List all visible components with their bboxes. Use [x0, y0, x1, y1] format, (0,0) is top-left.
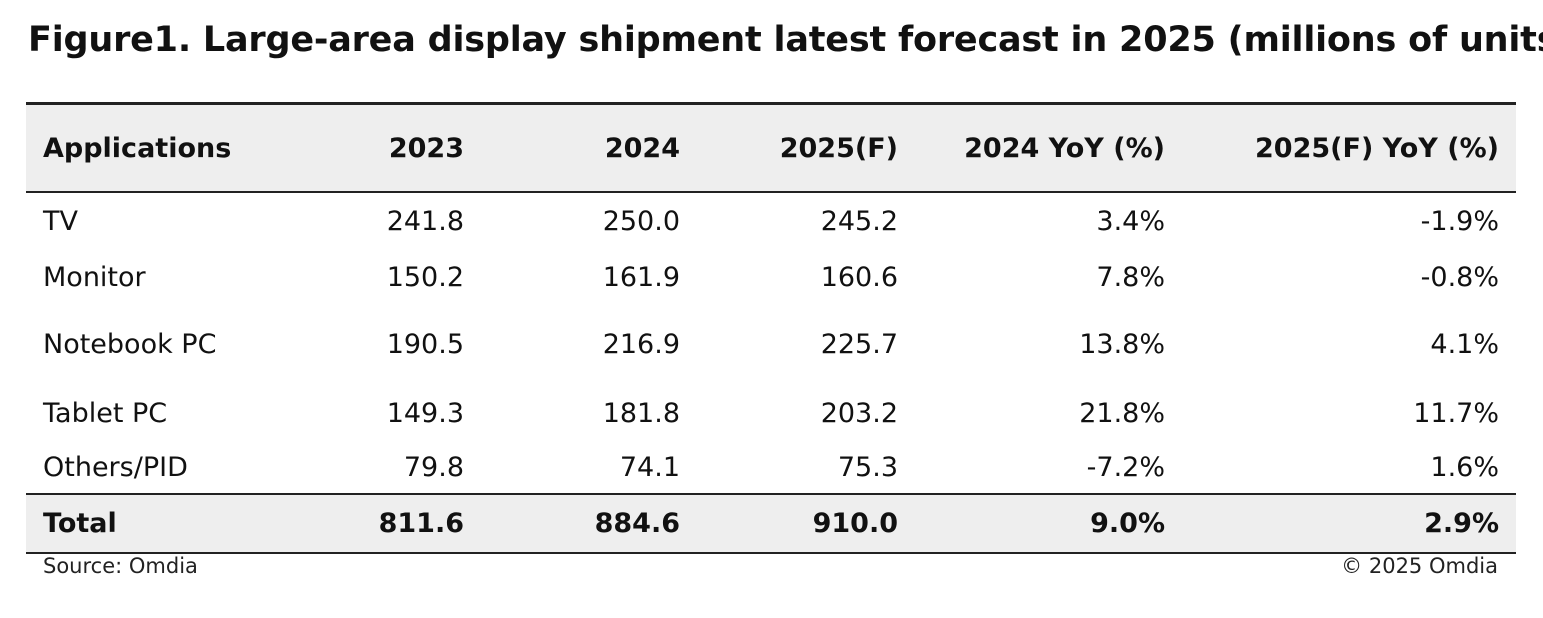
cell-2024-yoy: -7.2% — [1086, 451, 1165, 483]
table-row: Others/PID 79.8 74.1 75.3 -7.2% 1.6% — [26, 441, 1516, 494]
cell-application: Tablet PC — [43, 397, 168, 429]
column-header-2023: 2023 — [326, 102, 481, 193]
cell-application: Others/PID — [43, 451, 188, 483]
cell-application: Monitor — [43, 261, 146, 293]
total-2025f: 910.0 — [697, 493, 915, 554]
cell-2025f: 225.7 — [820, 329, 898, 360]
cell-2025f-yoy: 11.7% — [1413, 397, 1499, 429]
cell-2025f: 75.3 — [837, 451, 898, 483]
shipment-table: Applications 2023 2024 2025(F) 2024 YoY … — [26, 102, 1516, 554]
cell-2024-yoy: 3.4% — [1096, 206, 1165, 237]
table-row: Monitor 150.2 161.9 160.6 7.8% -0.8% — [26, 250, 1516, 304]
cell-2024: 74.1 — [619, 451, 680, 483]
column-header-2025f-yoy: 2025(F) YoY (%) — [1182, 102, 1516, 193]
cell-2024-yoy: 13.8% — [1079, 329, 1165, 360]
cell-2025f: 203.2 — [820, 397, 898, 429]
cell-2025f-yoy: 4.1% — [1430, 329, 1499, 360]
cell-application: Notebook PC — [43, 329, 217, 360]
table-header-row: Applications 2023 2024 2025(F) 2024 YoY … — [26, 102, 1516, 193]
cell-2025f: 160.6 — [820, 261, 898, 293]
total-label: Total — [26, 493, 326, 554]
cell-2024: 250.0 — [602, 206, 680, 237]
table-row: Tablet PC 149.3 181.8 203.2 21.8% 11.7% — [26, 385, 1516, 441]
total-2024: 884.6 — [481, 493, 697, 554]
cell-2023: 190.5 — [386, 329, 464, 360]
copyright-note: © 2025 Omdia — [1341, 554, 1498, 578]
table-row: Notebook PC 190.5 216.9 225.7 13.8% 4.1% — [26, 304, 1516, 385]
cell-2024-yoy: 7.8% — [1096, 261, 1165, 293]
total-2024-yoy: 9.0% — [915, 493, 1182, 554]
cell-2023: 150.2 — [386, 261, 464, 293]
cell-2024: 216.9 — [602, 329, 680, 360]
cell-2025f-yoy: -0.8% — [1420, 261, 1499, 293]
column-header-applications: Applications — [26, 102, 326, 193]
column-header-2024-yoy: 2024 YoY (%) — [915, 102, 1182, 193]
source-note: Source: Omdia — [43, 554, 198, 578]
cell-2023: 149.3 — [386, 397, 464, 429]
total-2025f-yoy: 2.9% — [1182, 493, 1516, 554]
cell-2024: 181.8 — [602, 397, 680, 429]
shipment-table-container: Applications 2023 2024 2025(F) 2024 YoY … — [26, 102, 1516, 554]
cell-2025f-yoy: 1.6% — [1430, 451, 1499, 483]
cell-2024-yoy: 21.8% — [1079, 397, 1165, 429]
column-header-2024: 2024 — [481, 102, 697, 193]
figure-title: Figure1. Large-area display shipment lat… — [28, 20, 1543, 60]
table-total-row: Total 811.6 884.6 910.0 9.0% 2.9% — [26, 493, 1516, 554]
column-header-2025f: 2025(F) — [697, 102, 915, 193]
cell-2025f-yoy: -1.9% — [1420, 206, 1499, 237]
cell-2024: 161.9 — [602, 261, 680, 293]
cell-2023: 241.8 — [386, 206, 464, 237]
total-2023: 811.6 — [326, 493, 481, 554]
cell-application: TV — [43, 206, 78, 237]
cell-2023: 79.8 — [403, 451, 464, 483]
cell-2025f: 245.2 — [820, 206, 898, 237]
table-row: TV 241.8 250.0 245.2 3.4% -1.9% — [26, 192, 1516, 250]
